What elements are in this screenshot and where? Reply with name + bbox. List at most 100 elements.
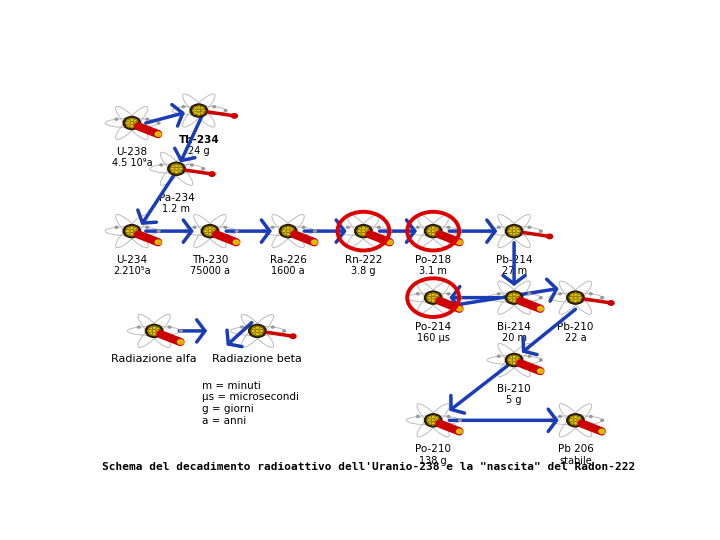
Circle shape [194,107,198,110]
Circle shape [179,330,182,332]
Circle shape [201,109,205,112]
Circle shape [377,226,380,228]
Text: stabile: stabile [559,456,592,465]
Circle shape [235,230,238,232]
Circle shape [271,226,274,228]
Circle shape [115,226,118,228]
Text: Ra-226: Ra-226 [270,255,307,265]
Circle shape [538,369,543,373]
Circle shape [528,355,531,357]
Circle shape [253,327,256,330]
Circle shape [171,167,174,170]
Circle shape [133,124,137,127]
Circle shape [258,332,262,335]
Circle shape [590,415,592,417]
Circle shape [434,227,438,231]
Circle shape [130,226,134,230]
Text: 3.1 m: 3.1 m [419,266,447,276]
Circle shape [459,230,462,232]
Circle shape [256,329,259,333]
Circle shape [193,226,196,228]
Circle shape [130,122,134,125]
Circle shape [436,230,439,233]
Circle shape [191,164,193,166]
Circle shape [200,111,204,114]
Circle shape [508,230,512,233]
Circle shape [599,429,605,434]
Circle shape [459,308,462,310]
Circle shape [570,294,575,297]
Circle shape [512,296,516,299]
Circle shape [174,167,179,170]
Circle shape [508,359,512,361]
Text: Th-230: Th-230 [192,255,228,265]
Text: Bi-210: Bi-210 [498,384,531,394]
Circle shape [516,359,521,361]
Circle shape [156,240,161,244]
Text: Th-234: Th-234 [179,134,219,145]
Text: 160 μs: 160 μs [417,333,449,343]
Circle shape [202,225,219,238]
Circle shape [436,419,439,422]
Circle shape [174,171,179,173]
Text: Po-214: Po-214 [415,322,451,332]
Circle shape [459,241,462,244]
Circle shape [427,230,431,233]
Circle shape [283,232,287,235]
Circle shape [601,420,603,421]
Circle shape [127,227,131,231]
Circle shape [361,230,366,233]
Circle shape [512,293,516,296]
Circle shape [182,106,185,107]
Circle shape [211,227,215,231]
Circle shape [539,359,542,361]
Circle shape [168,326,171,328]
Circle shape [127,124,131,127]
Circle shape [434,416,438,420]
Circle shape [158,241,161,244]
Text: 22 a: 22 a [564,333,586,343]
Circle shape [174,164,179,167]
Text: Radiazione alfa: Radiazione alfa [112,354,197,364]
Circle shape [498,226,500,228]
Circle shape [283,330,286,332]
Circle shape [171,170,176,172]
Circle shape [158,133,161,136]
Circle shape [559,293,562,295]
Circle shape [540,370,543,373]
Circle shape [512,299,516,302]
Circle shape [431,422,435,425]
Circle shape [512,233,516,236]
Circle shape [447,226,450,228]
Circle shape [434,421,438,424]
Circle shape [573,422,577,425]
Text: 2.210⁵a: 2.210⁵a [113,266,150,276]
Text: Pa-234: Pa-234 [158,193,194,203]
Circle shape [168,162,185,176]
Circle shape [205,227,209,231]
Circle shape [447,293,450,295]
Circle shape [577,299,580,301]
Circle shape [133,232,137,235]
Circle shape [573,416,577,418]
Circle shape [359,232,362,235]
Circle shape [459,431,462,433]
Circle shape [130,125,134,127]
Circle shape [512,230,516,233]
Circle shape [428,294,432,297]
Text: Po-218: Po-218 [415,255,451,265]
Circle shape [279,225,297,238]
Circle shape [459,420,462,421]
Circle shape [509,356,513,359]
Circle shape [538,307,543,311]
Circle shape [509,361,513,364]
Circle shape [601,431,605,433]
Circle shape [570,296,573,299]
Circle shape [539,296,542,299]
Circle shape [127,119,131,122]
Circle shape [133,119,137,122]
Text: 1.2 m: 1.2 m [163,204,191,214]
Circle shape [427,419,431,422]
Circle shape [152,333,156,335]
Circle shape [179,167,183,170]
